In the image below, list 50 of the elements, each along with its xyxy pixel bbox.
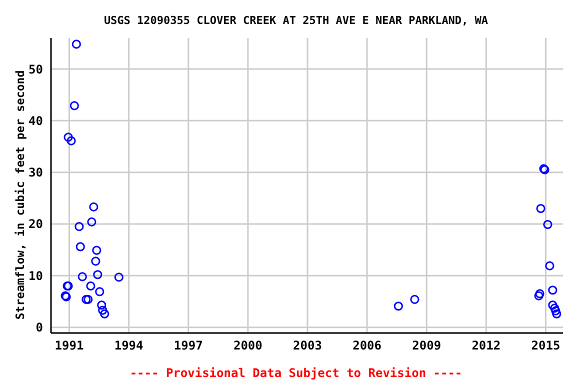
- y-axis-title: Streamflow, in cubic feet per second: [13, 69, 27, 322]
- point: [534, 291, 544, 300]
- x-tick-label: 2012: [472, 338, 501, 353]
- point: [114, 272, 124, 282]
- point: [66, 136, 76, 146]
- x-tick-label: 2006: [352, 338, 382, 353]
- point: [98, 306, 108, 315]
- y-tick-label: 50: [28, 62, 43, 76]
- point: [95, 287, 104, 296]
- x-tick-label: 2003: [293, 338, 322, 353]
- x-tick-label: 1997: [174, 338, 203, 353]
- x-tick-label: 2000: [233, 338, 262, 353]
- point: [70, 101, 79, 110]
- point: [543, 220, 552, 230]
- point: [550, 304, 560, 313]
- y-tick-label: 40: [28, 114, 43, 128]
- point: [72, 40, 81, 49]
- point: [76, 242, 85, 252]
- y-tick-label: 30: [28, 166, 43, 180]
- x-tick-label: 1991: [54, 338, 84, 353]
- point: [394, 302, 403, 311]
- point: [82, 294, 91, 304]
- point: [87, 217, 96, 226]
- x-tick-label: 2015: [531, 338, 560, 353]
- point: [84, 294, 93, 304]
- point: [86, 281, 96, 291]
- chart-title: USGS 12090355 CLOVER CREEK AT 25TH AVE E NEAR PARKLAND, WA: [102, 14, 490, 27]
- y-tick-label: 0: [36, 320, 43, 335]
- point: [74, 222, 84, 232]
- point: [535, 289, 544, 298]
- point: [552, 309, 562, 318]
- point: [536, 204, 546, 214]
- point: [97, 300, 106, 310]
- point: [100, 309, 110, 318]
- point: [548, 300, 558, 310]
- point: [91, 256, 100, 266]
- y-tick-label: 20: [28, 217, 43, 232]
- point: [92, 246, 102, 255]
- point: [545, 261, 554, 270]
- point: [93, 270, 102, 280]
- point: [89, 202, 98, 212]
- point: [548, 286, 558, 295]
- point: [551, 306, 560, 316]
- point: [78, 272, 87, 282]
- point: [410, 294, 420, 304]
- x-tick-label: 2009: [412, 338, 442, 353]
- text: ---- Provisional Data Subject to Revision ----: [128, 366, 464, 380]
- y-tick-label: 10: [28, 268, 43, 283]
- point: [64, 132, 73, 142]
- x-tick-label: 1994: [114, 338, 144, 353]
